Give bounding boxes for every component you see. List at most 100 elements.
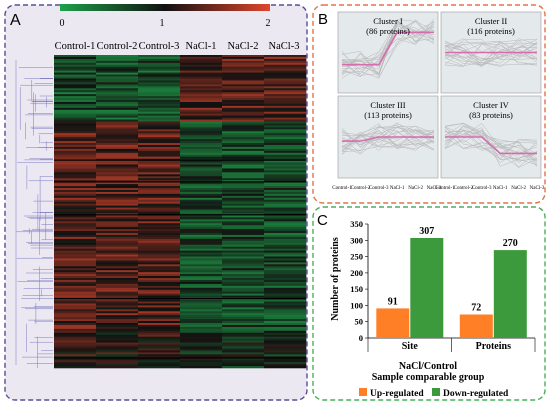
heatmap-cell	[180, 133, 223, 136]
heatmap-cell	[180, 336, 223, 339]
heatmap-cell	[180, 98, 223, 101]
heatmap-cell	[264, 238, 307, 242]
heatmap-cell	[180, 246, 223, 249]
heatmap-cell	[96, 342, 139, 345]
scale-tick-0: 0	[60, 18, 65, 29]
heatmap-cell	[222, 240, 265, 244]
heatmap-grid	[54, 55, 307, 369]
heatmap-cell	[54, 299, 97, 302]
heatmap-cell	[54, 281, 97, 285]
heatmap-cell	[180, 319, 223, 322]
heatmap-cell	[96, 311, 139, 314]
heatmap-cell	[54, 254, 97, 257]
heatmap-cell	[138, 240, 181, 244]
heatmap-cell	[180, 60, 223, 64]
heatmap-cell	[180, 293, 223, 296]
heatmap-cell	[138, 315, 181, 318]
heatmap-cell	[138, 207, 181, 210]
heatmap-cell	[96, 234, 139, 238]
heatmap-cell	[138, 348, 181, 351]
heatmap-cell	[96, 143, 139, 146]
panel-c: C Number of proteins NaCl/Control Sample…	[312, 206, 546, 401]
heatmap-cell	[96, 238, 139, 242]
heatmap-cell	[96, 188, 139, 191]
heatmap-cell	[96, 86, 139, 89]
heatmap-cell	[264, 350, 307, 353]
legend-label-down: Down-regulated	[443, 389, 509, 399]
heatmap-cell	[264, 139, 307, 142]
heatmap-cell	[222, 364, 265, 367]
heatmap-cell	[222, 172, 265, 175]
heatmap-cell	[264, 121, 307, 124]
heatmap-cell	[180, 143, 223, 146]
heatmap-cell	[222, 319, 265, 322]
heatmap-cell	[54, 137, 97, 140]
heatmap-cell	[54, 272, 97, 275]
heatmap-cell	[54, 86, 97, 89]
heatmap-cell	[180, 154, 223, 158]
heatmap-cell	[96, 197, 139, 201]
heatmap-cell	[138, 58, 181, 62]
cluster-x-tick-label: Control-2	[351, 186, 371, 191]
heatmap-cell	[222, 96, 265, 99]
heatmap-cell	[222, 266, 265, 269]
heatmap-cell	[96, 291, 139, 294]
heatmap-cell	[96, 139, 139, 142]
heatmap-cell	[264, 338, 307, 341]
heatmap-cell	[222, 129, 265, 132]
heatmap-cell	[222, 362, 265, 365]
heatmap-cell	[264, 197, 307, 201]
heatmap-cell	[54, 150, 97, 154]
heatmap-cell	[96, 135, 139, 138]
heatmap-cell	[180, 289, 223, 293]
heatmap-cell	[222, 209, 265, 212]
heatmap-cell	[222, 78, 265, 81]
heatmap-cell	[222, 352, 265, 355]
heatmap-cell	[222, 346, 265, 349]
heatmap-cell	[54, 348, 97, 351]
heatmap-cell	[180, 139, 223, 142]
heatmap-cell	[96, 252, 139, 255]
heatmap-separator	[54, 357, 306, 359]
heatmap-cell	[180, 227, 223, 230]
heatmap-cell	[54, 56, 97, 60]
cluster-trace	[444, 57, 538, 67]
heatmap-cell	[222, 279, 265, 283]
heatmap-cell	[138, 92, 181, 95]
heatmap-cell	[222, 92, 265, 95]
heatmap-cell	[96, 148, 139, 152]
heatmap-cell	[264, 303, 307, 306]
heatmap-cell	[54, 164, 97, 167]
heatmap-cell	[96, 279, 139, 283]
heatmap-cell	[264, 358, 307, 361]
heatmap-cell	[96, 352, 139, 355]
heatmap-cell	[222, 248, 265, 251]
heatmap-cell	[138, 82, 181, 85]
heatmap-cell	[96, 68, 139, 71]
heatmap-cell	[138, 221, 181, 224]
heatmap-cell	[54, 270, 97, 273]
heatmap-cell	[264, 227, 307, 230]
heatmap-cell	[138, 72, 181, 75]
heatmap-cell	[96, 242, 139, 246]
heatmap-cell	[264, 119, 307, 122]
heatmap-cell	[54, 366, 97, 369]
heatmap-cell	[264, 209, 307, 212]
heatmap-cell	[222, 268, 265, 271]
heatmap-cell	[96, 317, 139, 320]
cluster-trace	[444, 45, 538, 67]
heatmap-cell	[264, 260, 307, 263]
heatmap-cell	[54, 256, 97, 259]
heatmap-cell	[96, 64, 139, 68]
heatmap-cell	[96, 358, 139, 361]
heatmap-cell	[96, 301, 139, 304]
heatmap-cell	[264, 78, 307, 81]
heatmap-cell	[138, 76, 181, 79]
heatmap-cell	[264, 317, 307, 320]
heatmap-cell	[222, 287, 265, 291]
heatmap-cell	[180, 295, 223, 298]
heatmap-cell	[264, 258, 307, 261]
heatmap-cell	[54, 182, 97, 185]
heatmap-cell	[180, 281, 223, 285]
heatmap-cell	[222, 336, 265, 339]
